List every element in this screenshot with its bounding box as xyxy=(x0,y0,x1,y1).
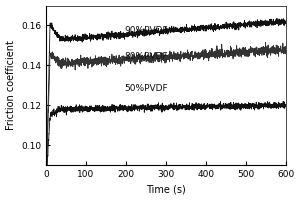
X-axis label: Time (s): Time (s) xyxy=(146,184,186,194)
Text: 80%PVDF: 80%PVDF xyxy=(124,52,168,61)
Y-axis label: Friction coefficient: Friction coefficient xyxy=(6,40,16,130)
Text: 50%PVDF: 50%PVDF xyxy=(124,84,168,93)
Text: 90%PVDF: 90%PVDF xyxy=(124,26,168,35)
